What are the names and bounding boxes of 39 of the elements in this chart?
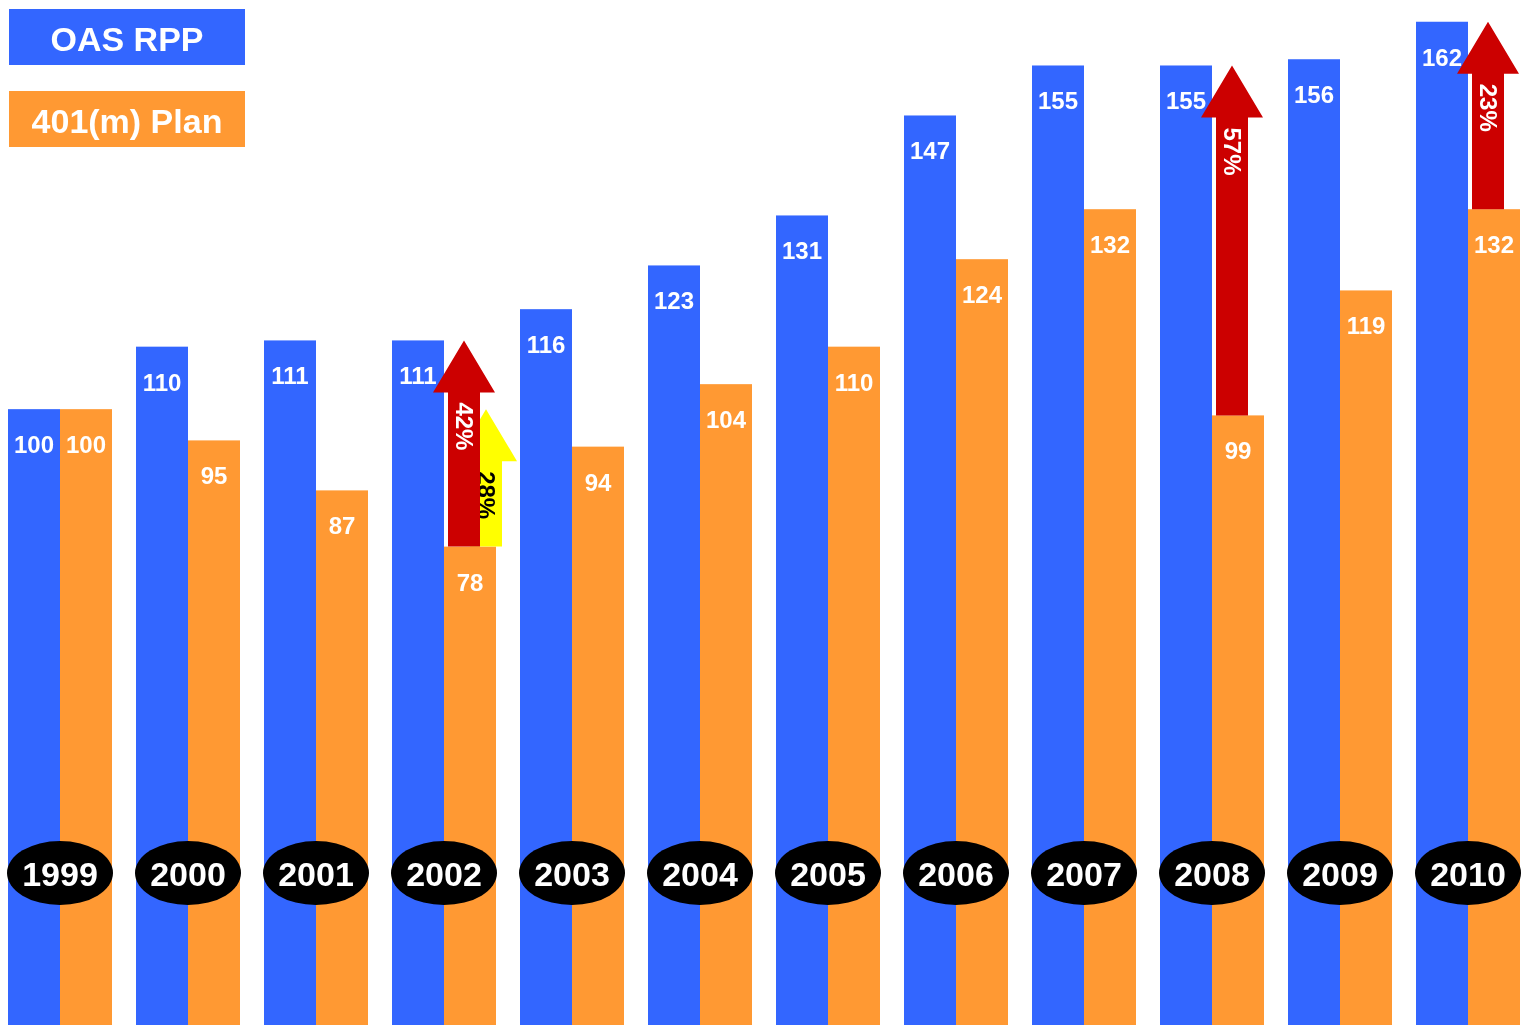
data-label: 156: [1293, 81, 1335, 109]
x-tick-label: 2006: [918, 855, 994, 893]
data-label: 155: [1037, 87, 1079, 115]
data-label: 94: [584, 468, 612, 496]
data-label: 87: [328, 512, 356, 540]
data-label: 78: [456, 568, 484, 596]
data-label: 132: [1089, 231, 1131, 259]
x-tick-label: 2009: [1302, 855, 1378, 893]
x-tick-label: 2007: [1046, 855, 1122, 893]
annotation: 23%: [1474, 83, 1502, 132]
data-label: 124: [961, 281, 1003, 309]
data-label: 123: [653, 287, 695, 315]
data-label: 131: [781, 237, 823, 265]
x-tick-label: 1999: [22, 855, 98, 893]
x-tick-label: 2001: [278, 855, 354, 893]
x-tick-label: 2000: [150, 855, 226, 893]
data-label: 119: [1346, 312, 1386, 340]
data-label: 95: [200, 462, 228, 490]
data-label: 116: [526, 331, 566, 359]
data-label: 99: [1224, 437, 1252, 465]
data-label: 132: [1473, 231, 1515, 259]
text: 401(m) Plan: [31, 102, 223, 140]
data-label: 110: [142, 368, 182, 396]
data-label: 104: [705, 406, 747, 434]
data-label: 100: [65, 431, 107, 459]
x-tick-label: 2002: [406, 855, 482, 893]
data-label: 147: [909, 137, 951, 165]
x-tick-label: 2004: [662, 855, 738, 893]
x-tick-label: 2003: [534, 855, 610, 893]
data-label: 100: [13, 431, 55, 459]
x-tick-label: 2008: [1174, 855, 1250, 893]
data-label: 111: [271, 362, 309, 390]
x-tick-label: 2010: [1430, 855, 1506, 893]
x-tick-label: 2005: [790, 855, 866, 893]
data-label: 111: [399, 362, 437, 390]
annotation: 57%: [1218, 127, 1246, 176]
text: OAS RPP: [50, 20, 204, 58]
annotation: 42%: [450, 402, 478, 451]
data-label: 110: [834, 368, 874, 396]
